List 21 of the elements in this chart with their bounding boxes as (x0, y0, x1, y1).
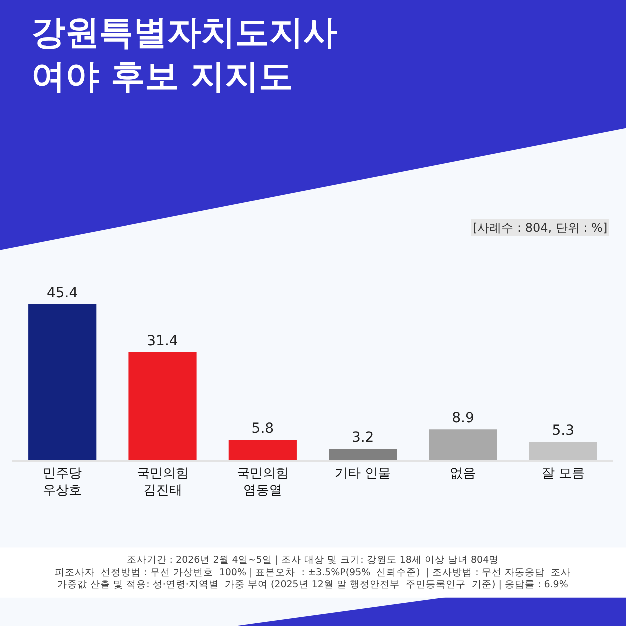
x-tick-label: 기타 인물 (335, 466, 392, 482)
data-label: 5.3 (552, 422, 575, 439)
x-tick-label: 없음 (450, 466, 476, 482)
bar (529, 442, 598, 460)
data-label: 5.8 (252, 421, 274, 438)
bar (128, 352, 197, 460)
chart-title: 강원특별자치도지사 여야 후보 지지도 (31, 12, 338, 98)
chart-subtitle: [사례수 : 804, 단위 : %] (473, 221, 608, 235)
bar (329, 449, 398, 460)
x-tick-label: 국민의힘 김진태 (136, 466, 189, 499)
data-label: 31.4 (147, 334, 178, 350)
text: 조사기간 : 2026년 2월 4일~5일 | 조사 대상 및 크기: 강원도 18세 이상 남녀 804명 피조사자 선정방법 : 무선 가상번호 100% | 표본오차 : ±3.5%P(95% 신뢰수준) | 조사방법 : 무선 자동응답 조사 가중값 산출 및 적용: 성·연령·지역별 가중 부여 (2025년 12월 말 행정안전부 주민등록인구 기준) | 응답률 : 6.9% (55, 555, 571, 591)
data-label: 3.2 (352, 430, 374, 446)
bar (228, 440, 297, 460)
data-label: 45.4 (46, 286, 78, 302)
x-tick-label: 국민의힘 염동열 (236, 466, 289, 499)
x-tick-label: 잘 모름 (542, 466, 585, 482)
data-label: 8.9 (452, 410, 474, 427)
x-tick-label: 민주당 우상호 (43, 466, 82, 499)
bar (28, 304, 97, 460)
bar (429, 430, 498, 460)
